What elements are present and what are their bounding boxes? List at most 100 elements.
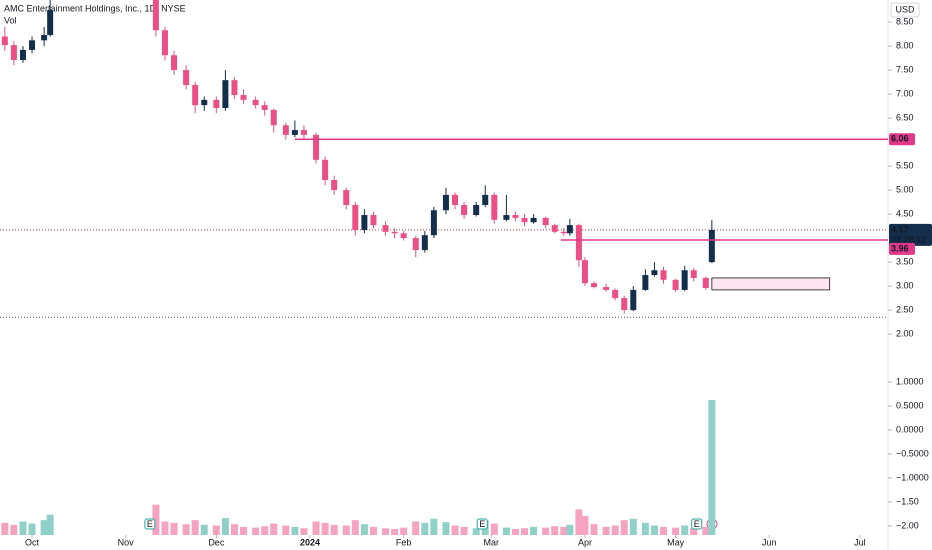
candle-body [370,215,377,226]
candle-body [452,194,459,205]
candle-body [261,105,268,110]
candle-body [672,279,679,290]
earnings-marker [691,518,703,530]
candle-body [331,180,338,191]
volume-bar [690,528,698,535]
y-tick-label: 2.50 [896,304,914,314]
candle-body [391,231,398,234]
candle-body [482,194,489,205]
volume-bar [672,527,680,535]
candle-body [152,0,159,31]
volume-bar [560,526,568,535]
volume-bar [620,520,628,535]
x-tick-label: Jun [762,537,777,547]
y-tick-label: 3.50 [896,256,914,266]
candle-body [322,159,329,180]
candle-body [566,225,573,234]
x-tick-label: Nov [118,537,135,547]
volume-bar [681,525,689,535]
x-tick-label: Apr [578,537,592,547]
y-tick-label: 2.00 [896,328,914,338]
candle-body [542,217,549,226]
y2-tick-label: 0.0000 [896,424,924,434]
candle-body [491,194,498,220]
volume-bar [702,526,710,535]
volume-bar [28,523,36,535]
x-tick-label: 2024 [300,537,320,547]
volume-bar [46,514,54,535]
earnings-marker [476,518,488,530]
earnings-label: E [694,519,700,529]
x-tick-label: Dec [208,537,225,547]
y-tick-label: 5.50 [896,160,914,170]
volume-bar [629,518,637,535]
volume-bar [472,528,480,535]
candle-body [29,40,36,50]
volume-bar [161,521,169,535]
candle-body [343,190,350,205]
volume-bar [611,525,619,535]
x-tick-label: Feb [396,537,412,547]
y-tick-label: 7.50 [896,64,914,74]
candle-body [530,217,537,223]
volume-bar [660,526,668,535]
candle-body [19,49,26,60]
volume-bar [330,524,338,535]
candle-body [171,55,178,71]
candle-body [612,289,619,299]
candle-body [412,238,419,251]
candle-body [575,225,582,261]
volume-bar [221,518,229,535]
x-tick-label: Oct [25,537,40,547]
volume-bar [521,528,529,535]
volume-bar [581,516,589,535]
volume-bar [261,526,269,535]
volume-bar [502,527,510,535]
candle-body [222,80,229,108]
candle-body [213,99,220,108]
countdown: 03:28:12 [891,234,926,244]
candle-body [421,235,428,251]
candle-body [291,130,298,135]
candle-body [642,275,649,290]
volume-bar [19,521,27,535]
volume-bar [650,525,658,535]
candle-body [240,95,247,100]
candle-body [10,45,17,60]
candle-body [192,84,199,106]
earnings-marker [144,518,156,530]
volume-bar [430,518,438,535]
volume-bar [230,524,238,535]
volume-bar [182,524,190,535]
volume-bar [542,527,550,535]
y-tick-label: 3.00 [896,280,914,290]
volume-bar [342,525,350,535]
currency[interactable]: USD [895,4,915,14]
volume-bar [460,526,468,535]
candle-body [361,215,368,230]
candle-body [252,99,259,106]
level-label: 3.96 [891,243,909,253]
volume-bar [641,522,649,535]
y2-tick-label: −2.00 [896,520,919,530]
candle-body [300,130,307,135]
volume-bar [566,524,574,535]
level-label-box [889,242,915,255]
volume-bar [191,520,199,535]
y2-tick-label: 1.0000 [896,376,924,386]
zone-box [711,277,831,291]
volume-bar [602,526,610,535]
volume-bar [300,528,308,535]
volume-bar [152,504,160,535]
candle-body [313,134,320,160]
volume-bar [291,526,299,535]
candle-body [702,277,709,288]
y-tick-label: 4.50 [896,208,914,218]
volume-bar [321,522,329,535]
volume-bar [400,527,408,535]
currency-box[interactable] [890,2,920,18]
volume-bar [511,528,519,535]
candle-body [503,215,510,220]
volume-bar [212,525,220,535]
y2-tick-label: −1.0000 [896,472,929,482]
